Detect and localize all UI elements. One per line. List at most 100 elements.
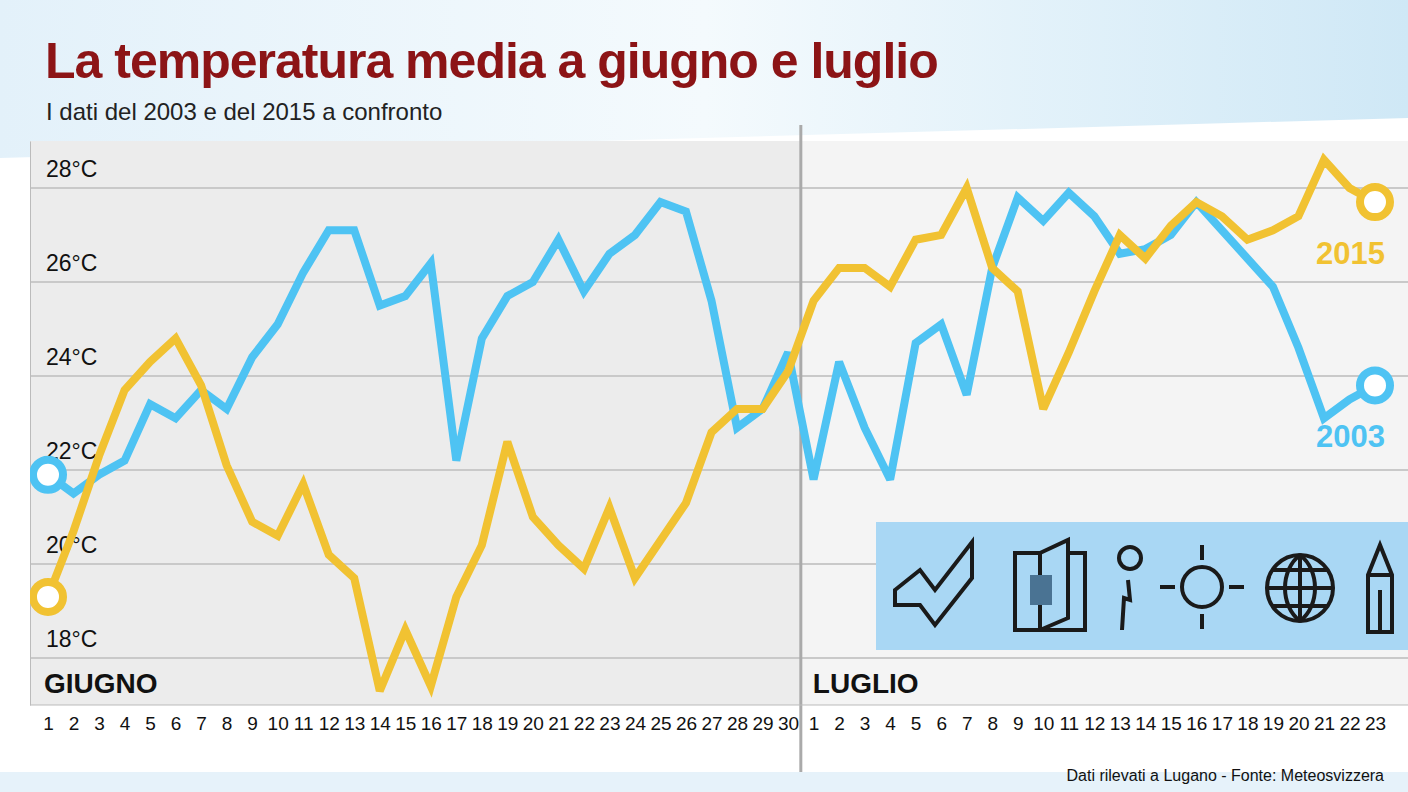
end-marker (33, 582, 63, 612)
x-tick: 9 (247, 705, 258, 734)
series-line (48, 160, 1375, 691)
x-tick: 18 (472, 705, 493, 734)
month-label: LUGLIO (813, 668, 919, 699)
x-tick: 19 (1263, 705, 1284, 734)
x-tick-label: 2 (69, 713, 80, 734)
x-tick: 20 (1288, 705, 1309, 734)
x-tick: 24 (625, 705, 647, 734)
x-tick: 16 (1186, 705, 1207, 734)
grid-line (30, 375, 1408, 377)
x-tick: 22 (1339, 705, 1360, 734)
x-tick-label: 27 (701, 713, 722, 734)
x-tick: 23 (599, 705, 620, 734)
x-tick: 4 (885, 705, 896, 734)
source: Dati rilevati a Lugano - Fonte: Meteosvi… (1067, 767, 1385, 784)
x-tick-label: 1 (43, 713, 54, 734)
chart: 18°C20°C22°C24°C26°C28°C1234567891011121… (0, 0, 1408, 792)
x-tick: 21 (548, 705, 569, 734)
x-tick-label: 17 (1212, 713, 1233, 734)
icon (1267, 555, 1333, 621)
x-tick-label: 14 (370, 713, 392, 734)
x-tick: 5 (911, 705, 922, 734)
x-tick: 17 (446, 705, 467, 734)
x-tick: 3 (860, 705, 871, 734)
icon-panel-bg (876, 522, 1408, 650)
x-tick-label: 13 (344, 713, 365, 734)
x-tick: 14 (1135, 705, 1157, 734)
x-tick-label: 5 (911, 713, 922, 734)
x-tick: 23 (1365, 705, 1386, 734)
x-tick-label: 7 (196, 713, 207, 734)
icon (1160, 545, 1244, 629)
x-tick: 10 (1033, 705, 1054, 734)
x-tick-label: 19 (497, 713, 518, 734)
x-tick-label: 11 (1059, 713, 1079, 734)
x-tick: 2 (834, 705, 845, 734)
y-tick-label: 26°C (46, 250, 97, 276)
x-tick-label: 15 (1161, 713, 1182, 734)
x-tick: 15 (1161, 705, 1182, 734)
x-tick: 22 (574, 705, 595, 734)
grid-line (30, 187, 1408, 189)
x-tick-label: 2 (834, 713, 845, 734)
x-tick-label: 26 (676, 713, 697, 734)
y-tick: 28°C (30, 156, 97, 189)
series-line (48, 193, 1375, 494)
title: La temperatura media a giugno e luglio (45, 33, 938, 89)
subtitle: I dati del 2003 e del 2015 a confronto (46, 98, 442, 125)
x-tick-label: 9 (1013, 713, 1024, 734)
x-tick: 12 (319, 705, 340, 734)
x-tick: 11 (1059, 705, 1079, 734)
y-tick: 24°C (30, 344, 97, 377)
x-tick: 11 (294, 705, 314, 734)
x-tick: 30 (778, 705, 799, 734)
y-tick: 18°C (30, 626, 97, 659)
icon (1368, 545, 1392, 632)
x-tick: 21 (1314, 705, 1335, 734)
x-tick-label: 3 (860, 713, 871, 734)
x-tick-label: 12 (1084, 713, 1105, 734)
header-band (0, 0, 1408, 158)
x-tick: 12 (1084, 705, 1105, 734)
x-tick-label: 21 (1314, 713, 1335, 734)
x-tick-label: 16 (1186, 713, 1207, 734)
x-tick: 17 (1212, 705, 1233, 734)
x-tick-label: 13 (1110, 713, 1131, 734)
x-tick: 29 (752, 705, 773, 734)
x-tick-label: 17 (446, 713, 467, 734)
x-tick-label: 10 (268, 713, 289, 734)
x-tick: 7 (962, 705, 973, 734)
grid-line (30, 469, 1408, 471)
icon (895, 542, 972, 625)
x-tick: 16 (421, 705, 442, 734)
x-tick: 13 (1110, 705, 1131, 734)
x-tick-label: 11 (294, 713, 314, 734)
x-tick-label: 22 (1339, 713, 1360, 734)
y-tick-label: 28°C (46, 156, 97, 182)
grid-line (30, 281, 1408, 283)
x-tick-label: 18 (1237, 713, 1258, 734)
x-tick: 7 (196, 705, 207, 734)
series-label: 2003 (1316, 419, 1385, 454)
x-tick: 6 (936, 705, 947, 734)
x-tick-label: 21 (548, 713, 569, 734)
x-tick: 8 (987, 705, 998, 734)
x-axis-line (30, 705, 1408, 706)
x-tick-label: 30 (778, 713, 799, 734)
x-tick-label: 25 (650, 713, 671, 734)
x-tick-label: 24 (625, 713, 647, 734)
x-tick-label: 5 (145, 713, 156, 734)
x-tick-label: 20 (523, 713, 544, 734)
icon (1122, 580, 1130, 630)
icon (1030, 575, 1052, 605)
end-marker (33, 460, 63, 490)
x-tick-label: 3 (94, 713, 105, 734)
x-tick: 13 (344, 705, 365, 734)
y-tick-label: 18°C (46, 626, 97, 652)
x-tick-label: 12 (319, 713, 340, 734)
x-tick-label: 7 (962, 713, 973, 734)
month-label: GIUGNO (44, 668, 158, 699)
x-tick: 8 (222, 705, 233, 734)
x-tick-label: 4 (120, 713, 131, 734)
month-divider (799, 125, 802, 772)
